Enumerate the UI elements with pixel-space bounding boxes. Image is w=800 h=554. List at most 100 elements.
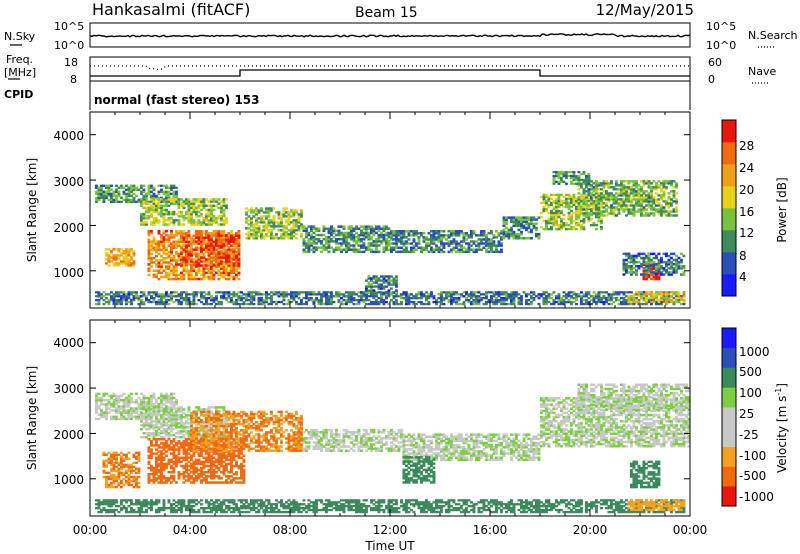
heatmap-cell [202, 204, 206, 207]
heatmap-cell [430, 250, 433, 254]
heatmap-cell [580, 212, 583, 215]
heatmap-cell [312, 248, 316, 251]
heatmap-cell [125, 188, 128, 191]
heatmap-cell [270, 299, 273, 302]
heatmap-cell [595, 196, 598, 199]
heatmap-cell [230, 259, 233, 262]
heatmap-cell [207, 236, 211, 239]
heatmap-cell [220, 208, 223, 212]
heatmap-cell [225, 204, 228, 207]
heatmap-cell [225, 262, 228, 265]
heatmap-cell [272, 225, 276, 228]
heatmap-cell [182, 217, 186, 220]
heatmap-cell [545, 219, 548, 223]
heatmap-cell [340, 300, 343, 304]
heatmap-cell [590, 213, 593, 217]
heatmap-cell [362, 238, 366, 241]
heatmap-cell [552, 174, 556, 178]
heatmap-cell [230, 254, 233, 258]
heatmap-cell [250, 302, 253, 306]
heatmap-cell [462, 246, 466, 249]
heatmap-cell [167, 252, 171, 256]
heatmap-cell [567, 211, 571, 215]
heatmap-cell [635, 180, 638, 183]
heatmap-cell [670, 184, 673, 187]
heatmap-cell [215, 295, 218, 298]
heatmap-cell [652, 295, 656, 298]
heatmap-cell [477, 295, 481, 298]
heatmap-cell [252, 233, 256, 236]
heatmap-cell [345, 302, 348, 306]
heatmap-cell [442, 291, 446, 294]
heatmap-cell [157, 244, 161, 247]
heatmap-cell [152, 242, 156, 245]
heatmap-cell [175, 244, 178, 247]
heatmap-cell [487, 299, 491, 302]
heatmap-cell [627, 196, 631, 199]
heatmap-cell [170, 186, 173, 189]
heatmap-cell [167, 200, 171, 203]
heatmap-cell [117, 258, 121, 261]
heatmap-cell [672, 297, 676, 300]
heatmap-cell [577, 174, 581, 178]
heatmap-cell [140, 192, 143, 196]
heatmap-cell [152, 246, 156, 250]
heatmap-cell [192, 242, 196, 245]
heatmap-cell [572, 293, 576, 296]
heatmap-cell [95, 184, 98, 187]
heatmap-cell [230, 265, 233, 268]
heatmap-cell [145, 401, 148, 404]
heatmap-cell [660, 210, 663, 213]
heatmap-cell [212, 256, 216, 259]
heatmap-cell [367, 225, 371, 228]
heatmap-cell [400, 297, 403, 300]
heatmap-cell [495, 297, 498, 300]
heatmap-cell [177, 206, 181, 210]
heatmap-cell [630, 256, 633, 260]
heatmap-cell [105, 258, 108, 261]
heatmap-cell [152, 293, 156, 296]
heatmap-cell [515, 293, 518, 296]
heatmap-cell [590, 180, 593, 183]
heatmap-cell [350, 235, 353, 239]
heatmap-cell [677, 293, 681, 296]
heatmap-cell [605, 180, 608, 183]
heatmap-cell [375, 293, 378, 296]
heatmap-cell [530, 237, 533, 240]
heatmap-cell [665, 263, 668, 266]
heatmap-cell [467, 293, 471, 296]
heatmap-cell [180, 198, 183, 201]
heatmap-cell [585, 208, 588, 211]
heatmap-cell [557, 297, 561, 300]
heatmap-cell [297, 217, 301, 220]
heatmap-cell [450, 248, 453, 251]
heatmap-cell [152, 202, 156, 205]
heatmap-cell [135, 398, 138, 402]
heatmap-cell [645, 293, 648, 296]
heatmap-cell [200, 198, 203, 201]
heatmap-cell [142, 217, 146, 220]
heatmap-cell [177, 198, 181, 201]
heatmap-cell [117, 411, 121, 414]
heatmap-cell [595, 297, 598, 300]
heatmap-cell [635, 198, 638, 201]
heatmap-cell [360, 295, 363, 298]
heatmap-cell [555, 300, 558, 304]
heatmap-cell [122, 192, 126, 196]
heatmap-cell [165, 194, 168, 198]
heatmap-cell [170, 271, 173, 275]
heatmap-cell [645, 182, 648, 185]
heatmap-cell [180, 302, 183, 306]
heatmap-cell [100, 293, 103, 296]
heatmap-cell [407, 232, 411, 235]
heatmap-cell [305, 302, 308, 306]
heatmap-cell [570, 171, 573, 174]
heatmap-cell [125, 405, 128, 408]
heatmap-cell [190, 246, 193, 249]
heatmap-cell [430, 293, 433, 296]
heatmap-cell [507, 230, 511, 234]
heatmap-cell [550, 201, 553, 205]
heatmap-cell [150, 242, 153, 245]
heatmap-cell [250, 300, 253, 304]
heatmap-cell [485, 291, 488, 294]
